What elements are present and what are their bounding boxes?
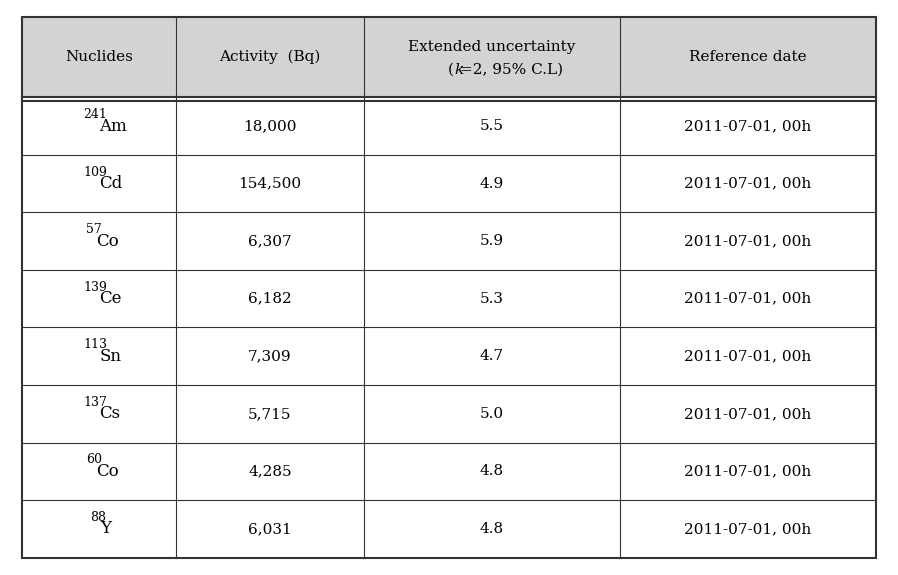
Text: 2011-07-01, 00h: 2011-07-01, 00h <box>684 522 811 536</box>
Text: 2011-07-01, 00h: 2011-07-01, 00h <box>684 292 811 306</box>
Text: 2011-07-01, 00h: 2011-07-01, 00h <box>684 177 811 190</box>
Bar <box>22 155 876 212</box>
Text: 18,000: 18,000 <box>243 119 296 133</box>
Text: 5.3: 5.3 <box>480 292 504 306</box>
Text: 2011-07-01, 00h: 2011-07-01, 00h <box>684 349 811 363</box>
Bar <box>22 97 876 155</box>
Text: Cs: Cs <box>99 405 120 423</box>
Text: 88: 88 <box>90 511 106 524</box>
Text: 4,285: 4,285 <box>248 465 292 478</box>
Text: 2011-07-01, 00h: 2011-07-01, 00h <box>684 407 811 421</box>
Text: 113: 113 <box>83 338 107 351</box>
Text: Cd: Cd <box>99 175 122 192</box>
Bar <box>22 500 876 558</box>
Text: k: k <box>453 63 463 77</box>
Text: 5.0: 5.0 <box>480 407 504 421</box>
Text: (: ( <box>447 63 453 77</box>
Bar <box>22 270 876 328</box>
Text: 137: 137 <box>83 396 107 409</box>
Text: 5.5: 5.5 <box>480 119 504 133</box>
Text: 60: 60 <box>85 454 101 466</box>
Text: =2, 95% C.L): =2, 95% C.L) <box>460 63 563 77</box>
Text: 5.9: 5.9 <box>480 234 504 248</box>
Text: 109: 109 <box>83 166 107 179</box>
Text: 6,182: 6,182 <box>248 292 292 306</box>
Text: 7,309: 7,309 <box>248 349 292 363</box>
Text: Co: Co <box>96 233 119 250</box>
Text: Activity  (Bq): Activity (Bq) <box>219 50 321 64</box>
Bar <box>22 212 876 270</box>
Text: 2011-07-01, 00h: 2011-07-01, 00h <box>684 234 811 248</box>
Text: Co: Co <box>96 463 119 480</box>
Text: 57: 57 <box>85 223 101 236</box>
Bar <box>22 443 876 500</box>
Text: 5,715: 5,715 <box>248 407 292 421</box>
Text: Reference date: Reference date <box>689 50 806 64</box>
Text: Sn: Sn <box>99 348 121 365</box>
Bar <box>22 385 876 443</box>
Text: Am: Am <box>99 117 127 135</box>
Text: Ce: Ce <box>99 290 122 307</box>
Text: 4.9: 4.9 <box>480 177 504 190</box>
Text: 4.8: 4.8 <box>480 522 504 536</box>
Bar <box>22 328 876 385</box>
Bar <box>22 17 876 97</box>
Text: 4.7: 4.7 <box>480 349 504 363</box>
Text: 154,500: 154,500 <box>238 177 302 190</box>
Text: 2011-07-01, 00h: 2011-07-01, 00h <box>684 465 811 478</box>
Text: 4.8: 4.8 <box>480 465 504 478</box>
Text: Extended uncertainty: Extended uncertainty <box>408 40 576 54</box>
Text: Y: Y <box>101 520 111 538</box>
Text: Nuclides: Nuclides <box>66 50 133 64</box>
Text: 6,031: 6,031 <box>248 522 292 536</box>
Text: 241: 241 <box>83 108 107 121</box>
Text: 2011-07-01, 00h: 2011-07-01, 00h <box>684 119 811 133</box>
Text: 6,307: 6,307 <box>248 234 292 248</box>
Text: 139: 139 <box>83 281 107 294</box>
